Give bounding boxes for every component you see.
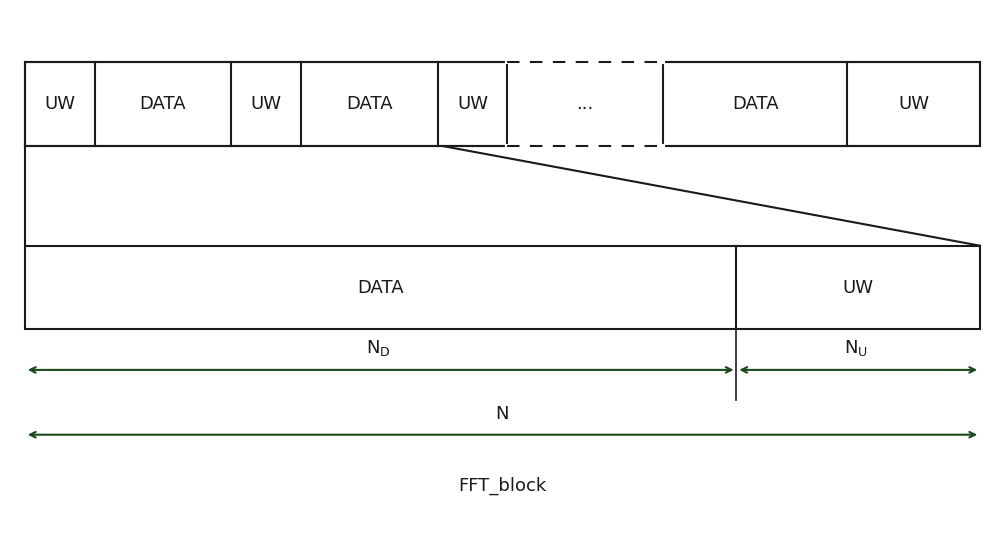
Text: FFT_block: FFT_block (458, 477, 547, 495)
Text: UW: UW (457, 95, 488, 113)
Text: UW: UW (251, 95, 282, 113)
Text: N$_\mathregular{D}$: N$_\mathregular{D}$ (366, 338, 391, 358)
Text: DATA: DATA (357, 279, 404, 296)
Text: N$_\mathregular{U}$: N$_\mathregular{U}$ (844, 338, 868, 358)
Bar (25, 246, 980, 329)
Bar (25, 62, 980, 146)
Text: DATA: DATA (732, 95, 778, 113)
Text: N: N (496, 405, 509, 423)
Text: UW: UW (898, 95, 929, 113)
Text: UW: UW (44, 95, 75, 113)
Text: DATA: DATA (140, 95, 186, 113)
Text: ...: ... (576, 95, 594, 113)
Text: DATA: DATA (346, 95, 393, 113)
Bar (25, 62, 980, 146)
Text: UW: UW (843, 279, 874, 296)
